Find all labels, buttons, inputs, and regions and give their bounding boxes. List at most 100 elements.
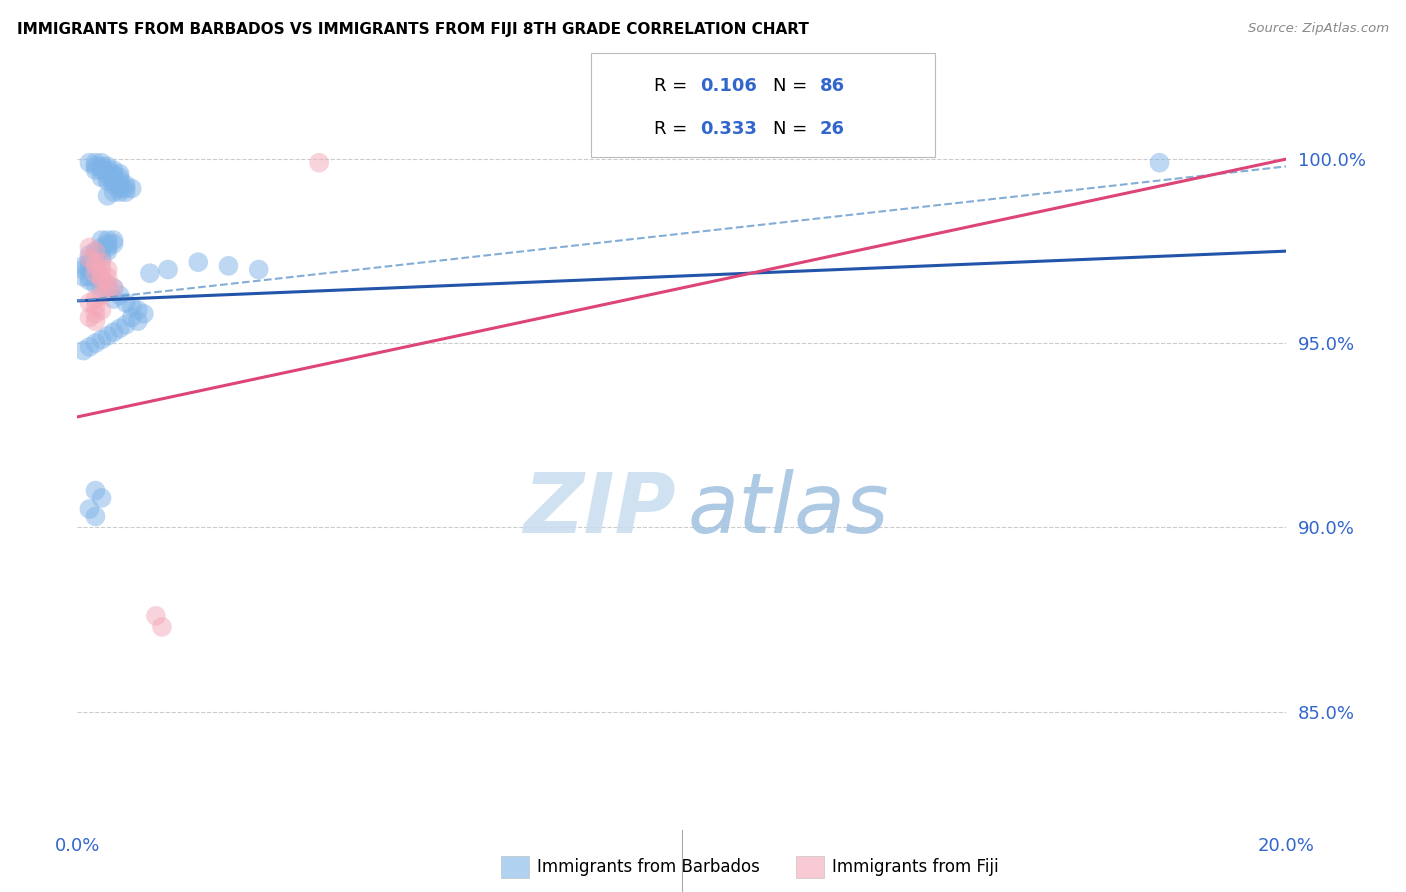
Point <box>96 285 118 299</box>
Point <box>90 288 112 302</box>
Point <box>96 174 118 188</box>
Point <box>114 181 136 195</box>
Point <box>72 269 94 284</box>
Point <box>96 240 118 254</box>
Point <box>90 491 112 505</box>
Point <box>127 314 149 328</box>
Point <box>127 303 149 318</box>
Bar <box>796 855 824 879</box>
Point <box>150 620 173 634</box>
Point <box>90 269 112 284</box>
Point <box>103 281 125 295</box>
Point <box>218 259 240 273</box>
Point <box>90 255 112 269</box>
Point <box>72 262 94 277</box>
Text: N =: N = <box>773 120 813 137</box>
Point <box>84 155 107 169</box>
Point <box>96 233 118 247</box>
Point <box>90 262 112 277</box>
Point <box>103 167 125 181</box>
Point <box>103 170 125 185</box>
Point <box>79 310 101 325</box>
Point <box>247 262 270 277</box>
Point <box>79 262 101 277</box>
Text: 86: 86 <box>820 77 845 95</box>
Point <box>114 318 136 332</box>
Point <box>103 174 125 188</box>
Point <box>96 160 118 174</box>
Point <box>90 274 112 288</box>
Point <box>90 281 112 295</box>
Point <box>90 170 112 185</box>
Point <box>84 266 107 280</box>
Point <box>84 314 107 328</box>
Point <box>79 502 101 516</box>
Point <box>84 244 107 259</box>
Point <box>108 174 131 188</box>
Text: Source: ZipAtlas.com: Source: ZipAtlas.com <box>1249 22 1389 36</box>
Point <box>96 329 118 343</box>
Point <box>121 181 143 195</box>
Point <box>84 248 107 262</box>
Point <box>103 281 125 295</box>
Text: R =: R = <box>654 77 693 95</box>
Point <box>108 321 131 335</box>
Point <box>103 233 125 247</box>
Point <box>121 310 143 325</box>
Text: Immigrants from Barbados: Immigrants from Barbados <box>537 858 761 876</box>
Point <box>308 155 330 169</box>
Point <box>103 178 125 192</box>
Text: 26: 26 <box>820 120 845 137</box>
Point <box>84 299 107 313</box>
Point <box>79 155 101 169</box>
Text: atlas: atlas <box>688 468 890 549</box>
Point <box>96 189 118 203</box>
Point <box>114 295 136 310</box>
Text: R =: R = <box>654 120 693 137</box>
Point <box>96 244 118 259</box>
Bar <box>501 855 529 879</box>
Point <box>108 288 131 302</box>
Point <box>72 259 94 273</box>
Point <box>84 336 107 351</box>
Point <box>114 185 136 199</box>
Point <box>103 236 125 251</box>
Point <box>79 269 101 284</box>
Point <box>79 340 101 354</box>
Point <box>96 170 118 185</box>
Point <box>79 240 101 254</box>
Point <box>90 333 112 347</box>
Point <box>84 244 107 259</box>
Point <box>90 163 112 178</box>
Point <box>96 269 118 284</box>
Point <box>84 292 107 306</box>
Point <box>84 277 107 292</box>
Point <box>90 303 112 318</box>
Text: ZIP: ZIP <box>523 468 676 549</box>
Point <box>79 248 101 262</box>
Point <box>79 259 101 273</box>
Point <box>145 608 167 623</box>
Point <box>96 262 118 277</box>
Text: 0.106: 0.106 <box>700 77 756 95</box>
Point <box>84 255 107 269</box>
Text: Immigrants from Fiji: Immigrants from Fiji <box>832 858 1000 876</box>
Point <box>139 266 162 280</box>
Point <box>103 292 125 306</box>
Bar <box>613 107 645 134</box>
Point <box>90 160 112 174</box>
Point <box>96 277 118 292</box>
Point <box>84 163 107 178</box>
Point <box>108 167 131 181</box>
Point <box>121 299 143 313</box>
Point <box>79 274 101 288</box>
Point <box>108 185 131 199</box>
Point <box>84 483 107 498</box>
Point <box>96 236 118 251</box>
Point <box>90 244 112 259</box>
Point <box>79 252 101 266</box>
Point <box>96 277 118 292</box>
Point <box>90 240 112 254</box>
Point <box>157 262 180 277</box>
Bar <box>613 64 645 91</box>
